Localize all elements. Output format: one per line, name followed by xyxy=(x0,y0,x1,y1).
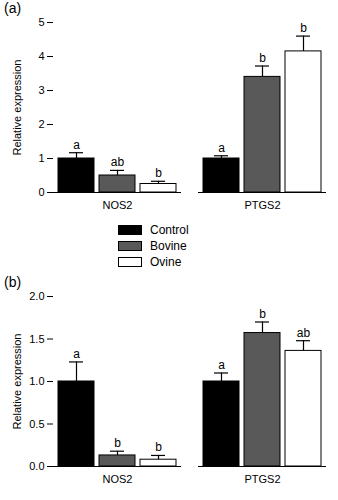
svg-text:Relative expression: Relative expression xyxy=(11,60,23,156)
svg-text:b: b xyxy=(155,440,162,454)
svg-text:2.0: 2.0 xyxy=(29,290,44,302)
svg-text:1.5: 1.5 xyxy=(29,333,44,345)
html-text:Ovine: Ovine xyxy=(150,255,182,269)
svg-text:b: b xyxy=(300,21,307,35)
svg-text:0.0: 0.0 xyxy=(29,460,44,472)
svg-text:b: b xyxy=(114,436,121,450)
html-text:Control: Control xyxy=(150,223,189,237)
svg-text:5: 5 xyxy=(38,16,44,28)
svg-text:0.5: 0.5 xyxy=(29,418,44,430)
svg-text:a: a xyxy=(73,138,80,152)
svg-text:ab: ab xyxy=(297,326,311,340)
svg-text:a: a xyxy=(73,347,80,361)
svg-text:2: 2 xyxy=(38,118,44,130)
svg-text:b: b xyxy=(259,307,266,321)
html-text:(a): (a) xyxy=(4,0,22,16)
svg-text:3: 3 xyxy=(38,84,44,96)
svg-text:b: b xyxy=(259,51,266,65)
svg-text:4: 4 xyxy=(38,50,44,62)
svg-text:PTGS2: PTGS2 xyxy=(244,199,280,211)
svg-text:1: 1 xyxy=(38,152,44,164)
svg-text:b: b xyxy=(155,166,162,180)
svg-text:NOS2: NOS2 xyxy=(103,199,133,211)
svg-text:Relative expression: Relative expression xyxy=(11,334,23,430)
svg-text:a: a xyxy=(218,141,225,155)
svg-text:PTGS2: PTGS2 xyxy=(244,473,280,485)
svg-text:0: 0 xyxy=(38,186,44,198)
html-text:(b): (b) xyxy=(4,274,22,290)
svg-text:a: a xyxy=(218,358,225,372)
svg-text:NOS2: NOS2 xyxy=(103,473,133,485)
svg-text:ab: ab xyxy=(111,155,125,169)
svg-text:1.0: 1.0 xyxy=(29,375,44,387)
html-text:Bovine: Bovine xyxy=(150,239,187,253)
